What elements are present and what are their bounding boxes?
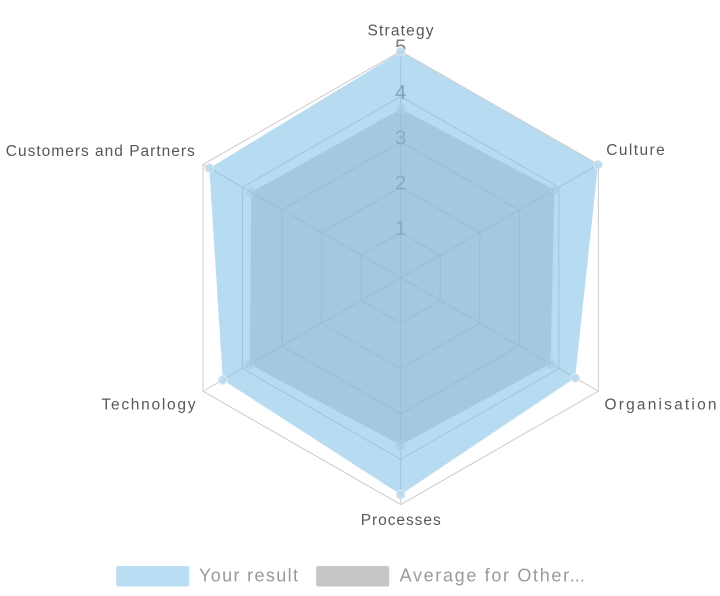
svg-text:Strategy: Strategy — [368, 22, 434, 39]
svg-text:Technology: Technology — [102, 396, 196, 413]
svg-text:Customers and Partners: Customers and Partners — [6, 143, 195, 160]
svg-text:Average for Other...: Average for Other... — [400, 566, 585, 586]
svg-text:Culture: Culture — [606, 142, 665, 159]
svg-text:Organisation: Organisation — [605, 396, 717, 413]
svg-text:Processes: Processes — [361, 512, 441, 529]
svg-text:Your result: Your result — [199, 566, 298, 586]
